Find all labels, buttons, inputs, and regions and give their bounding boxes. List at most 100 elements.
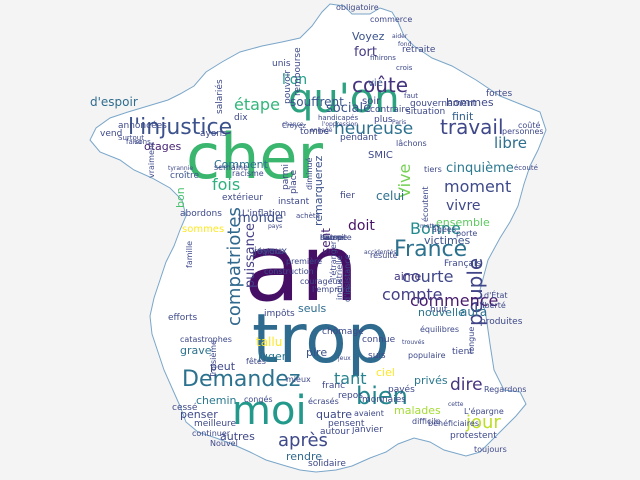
cloud-word: plus — [374, 115, 393, 125]
cloud-word: Voyez — [352, 30, 385, 43]
cloud-word: croître — [170, 171, 199, 181]
cloud-word: tallu — [256, 335, 282, 349]
cloud-word: heureuse — [334, 119, 413, 139]
cloud-word: vivre — [446, 198, 481, 214]
cloud-word: l'ampe — [320, 233, 347, 242]
cloud-word: annoncées — [118, 120, 167, 131]
cloud-word: cinquième — [446, 161, 514, 176]
cloud-word: chômage — [322, 326, 364, 337]
cloud-word: place — [289, 169, 299, 194]
cloud-word: sommes — [182, 224, 224, 235]
cloud-word: finirons — [370, 54, 396, 62]
cloud-word: jour — [465, 412, 501, 433]
cloud-word: heure — [320, 233, 343, 242]
cloud-word: l'on — [282, 72, 307, 88]
cloud-word: difficile — [412, 417, 441, 426]
cloud-word: peut — [210, 360, 236, 373]
cloud-word: salariés — [214, 79, 225, 114]
cloud-word: courageux — [300, 277, 343, 286]
cloud-word: finit — [452, 110, 474, 123]
cloud-word: tombé — [300, 126, 330, 137]
cloud-word: otages — [144, 140, 182, 153]
cloud-word: sent — [319, 228, 333, 254]
cloud-word: pendant — [340, 133, 378, 143]
cloud-word: ayons — [200, 129, 227, 139]
cloud-word: vu — [134, 139, 142, 146]
cloud-word: d'espoir — [90, 95, 138, 109]
cloud-word: tyrannie — [168, 165, 193, 172]
cloud-word: racisme — [232, 169, 264, 178]
cloud-word: bien — [356, 382, 408, 410]
cloud-word: travail — [440, 115, 504, 139]
cloud-word: retraite — [402, 45, 436, 55]
cloud-word: Surtout — [118, 134, 144, 142]
cloud-word: doit — [348, 218, 375, 234]
cloud-word: première — [286, 256, 322, 266]
cloud-word: connue — [362, 335, 396, 345]
cloud-word: écouté — [514, 164, 538, 172]
cloud-word: repos — [338, 391, 363, 401]
cloud-word: France — [394, 237, 467, 262]
cloud-word: équilibres — [420, 324, 459, 334]
cloud-word: dire — [450, 375, 483, 395]
cloud-word: Vive — [395, 164, 414, 198]
cloud-word: construction — [264, 267, 314, 276]
cloud-word: abordons — [180, 209, 222, 219]
cloud-word: impôts — [264, 308, 295, 319]
cloud-word: privés — [414, 374, 448, 387]
cloud-word: engagé — [310, 127, 333, 134]
cloud-word: faisons — [126, 138, 151, 146]
cloud-word: meilleure — [194, 419, 237, 429]
cloud-word: produites — [480, 317, 523, 327]
cloud-word: quatre — [316, 408, 352, 421]
cloud-word: lâchons — [396, 139, 427, 148]
cloud-word: semaine — [214, 163, 248, 172]
cloud-word: victimes — [424, 234, 470, 247]
cloud-word: accidentés — [364, 249, 396, 256]
cloud-word: contraire — [370, 105, 411, 115]
cloud-word: moi — [232, 388, 307, 434]
cloud-word: obligatoire — [336, 3, 379, 12]
cloud-word: nouvelle — [418, 306, 465, 319]
cloud-word: mettre — [420, 223, 441, 230]
cloud-word: joyeux — [253, 246, 287, 257]
cloud-word: l'oppression — [322, 121, 358, 128]
cloud-word: pouvoir — [283, 70, 293, 104]
cloud-word: achète — [296, 212, 320, 220]
cloud-word: remarquerez — [312, 155, 325, 226]
cloud-word: l'emprunt — [312, 285, 351, 294]
cloud-word: bénéficiaires — [428, 418, 479, 428]
cloud-word: celui — [376, 189, 404, 203]
cloud-word: Troisième — [208, 340, 218, 379]
cloud-word: cette — [448, 401, 464, 408]
cloud-word: compatriotes — [224, 207, 245, 326]
cloud-word: protestent — [450, 431, 497, 441]
cloud-word: tient — [452, 347, 473, 357]
cloud-word: Croyez — [282, 122, 306, 130]
cloud-word: pire — [306, 346, 327, 359]
cloud-word: crois — [396, 64, 413, 72]
cloud-word: commerce — [370, 15, 412, 24]
cloud-word: écrasés — [308, 396, 339, 406]
cloud-word: solidaire — [308, 459, 346, 469]
cloud-word: gouvernement — [410, 99, 477, 109]
cloud-word: entre — [320, 233, 341, 242]
cloud-word: âgées — [432, 224, 456, 234]
cloud-word: franc — [322, 381, 345, 391]
cloud-word: fêtes — [246, 356, 266, 366]
cloud-word: personnes — [502, 127, 544, 136]
cloud-word: fier — [340, 191, 355, 201]
cloud-word: cessé — [172, 402, 198, 413]
cloud-word: fois — [212, 175, 240, 194]
cloud-word: malades — [394, 404, 441, 417]
cloud-word: fort — [354, 45, 377, 60]
cloud-word: efforts — [168, 313, 197, 323]
cloud-word: moment — [444, 177, 511, 196]
cloud-word: Regardons — [484, 385, 526, 394]
cloud-word: longue — [467, 327, 476, 354]
cloud-word: unis — [272, 59, 291, 69]
cloud-word: peuple — [463, 258, 487, 326]
cloud-word: huit — [430, 305, 448, 315]
cloud-word: janvier — [351, 425, 383, 435]
cloud-word: Comment — [214, 158, 269, 171]
